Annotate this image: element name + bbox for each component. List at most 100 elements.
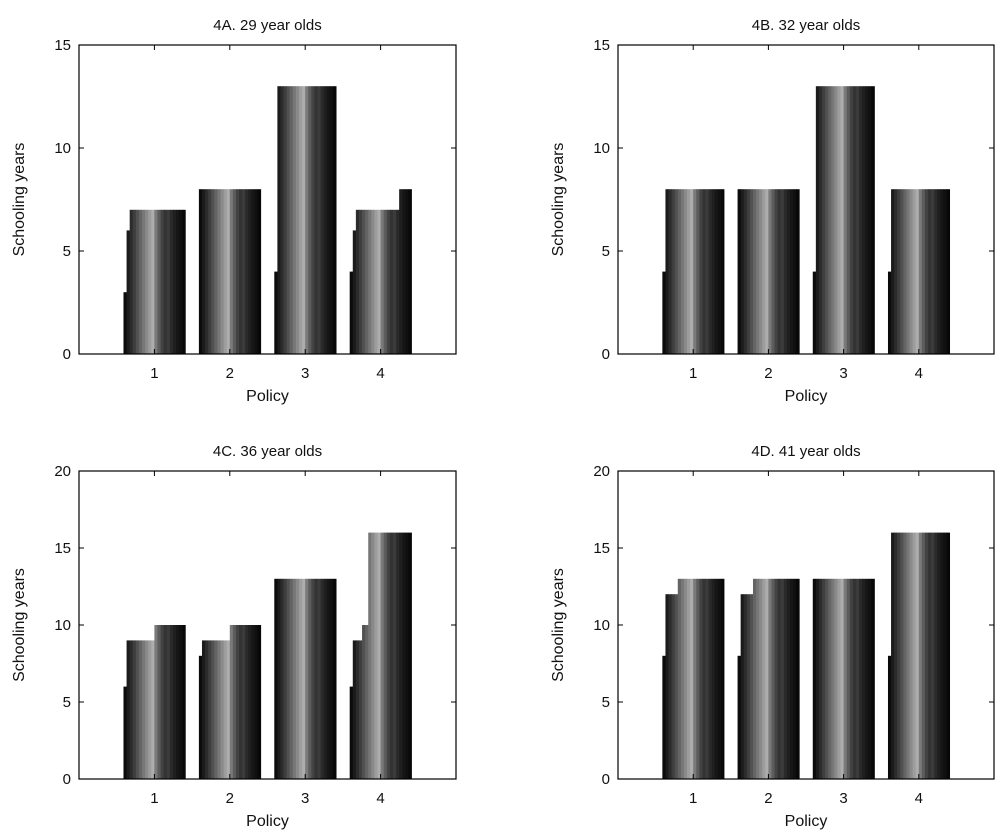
bar <box>305 578 309 779</box>
bar <box>254 189 259 354</box>
bar <box>405 532 409 779</box>
bar <box>834 578 838 779</box>
bar <box>924 532 929 779</box>
bar <box>132 209 137 354</box>
x-tick-label: 3 <box>839 790 847 807</box>
bar <box>696 189 700 354</box>
bar <box>172 625 177 779</box>
x-tick-label: 4 <box>915 365 923 382</box>
bar <box>239 625 243 779</box>
bar <box>868 86 872 354</box>
chart-panel-3: 0 5 10 15 20 1 2 3 4 4C. 36 year olds Policy School… <box>11 443 457 830</box>
bar <box>900 189 904 354</box>
bar <box>198 655 203 779</box>
bar <box>289 578 294 779</box>
bar <box>371 532 375 779</box>
chart-title: 4B. 32 year olds <box>752 17 860 34</box>
bar <box>320 86 325 354</box>
bar <box>229 189 234 354</box>
bar <box>205 189 209 354</box>
bar <box>299 578 303 779</box>
chart-title: 4D. 41 year olds <box>751 443 860 460</box>
bar <box>717 578 722 779</box>
bar <box>837 578 841 779</box>
x-tick-label: 1 <box>689 790 697 807</box>
bar <box>217 189 221 354</box>
bar <box>690 189 694 354</box>
bar <box>386 209 391 354</box>
bar <box>355 209 360 354</box>
bar <box>687 189 691 354</box>
bar <box>825 578 829 779</box>
bar <box>840 86 844 354</box>
bar <box>921 532 926 779</box>
bar <box>320 578 325 779</box>
bar <box>145 640 149 779</box>
bar <box>921 189 926 354</box>
bar <box>720 578 725 779</box>
bar <box>894 189 898 354</box>
bar <box>129 640 134 779</box>
bar <box>286 86 291 354</box>
bar <box>846 578 851 779</box>
bar <box>402 189 406 354</box>
x-tick-label: 4 <box>376 790 384 807</box>
bar <box>737 655 742 779</box>
y-axis-label: Schooling years <box>550 568 567 682</box>
bar <box>257 625 262 779</box>
y-tick-label: 0 <box>63 771 71 788</box>
bar <box>693 189 697 354</box>
bar <box>362 625 366 779</box>
bar <box>668 189 673 354</box>
bar <box>717 189 722 354</box>
bar <box>157 625 161 779</box>
bar <box>771 189 775 354</box>
bar <box>786 578 791 779</box>
bar <box>789 189 794 354</box>
bar <box>918 532 923 779</box>
bar <box>235 189 240 354</box>
bar <box>377 532 381 779</box>
bar <box>142 209 146 354</box>
chart-panel-4: 0 5 10 15 20 1 2 3 4 4D. 41 year olds Policy School… <box>550 443 995 830</box>
bar <box>208 640 212 779</box>
bar <box>142 640 146 779</box>
bar <box>665 189 669 354</box>
bar <box>865 578 869 779</box>
bar <box>380 532 385 779</box>
bar <box>179 209 183 354</box>
bar <box>283 578 288 779</box>
bar <box>126 230 131 354</box>
bar <box>135 209 140 354</box>
bar <box>169 625 174 779</box>
bar <box>928 532 932 779</box>
bar <box>900 532 904 779</box>
bar <box>232 625 237 779</box>
bar <box>777 578 782 779</box>
bar <box>662 271 666 354</box>
bar <box>740 189 745 354</box>
bar <box>940 189 944 354</box>
bar <box>280 86 284 354</box>
bar <box>239 189 243 354</box>
bar <box>323 578 328 779</box>
bar <box>254 625 259 779</box>
bar <box>232 189 237 354</box>
bar <box>768 189 772 354</box>
bar <box>937 532 941 779</box>
bar <box>365 625 369 779</box>
bar <box>245 189 249 354</box>
bar <box>229 625 234 779</box>
bar <box>680 189 685 354</box>
x-axis-label: Policy <box>785 813 828 830</box>
bar <box>777 189 782 354</box>
bar <box>154 625 158 779</box>
bar <box>762 578 766 779</box>
bar <box>846 86 851 354</box>
bar <box>903 532 907 779</box>
x-tick-label: 1 <box>689 365 697 382</box>
bar <box>793 578 797 779</box>
bar <box>257 189 262 354</box>
y-tick-label: 5 <box>602 243 610 260</box>
bar <box>198 189 203 354</box>
